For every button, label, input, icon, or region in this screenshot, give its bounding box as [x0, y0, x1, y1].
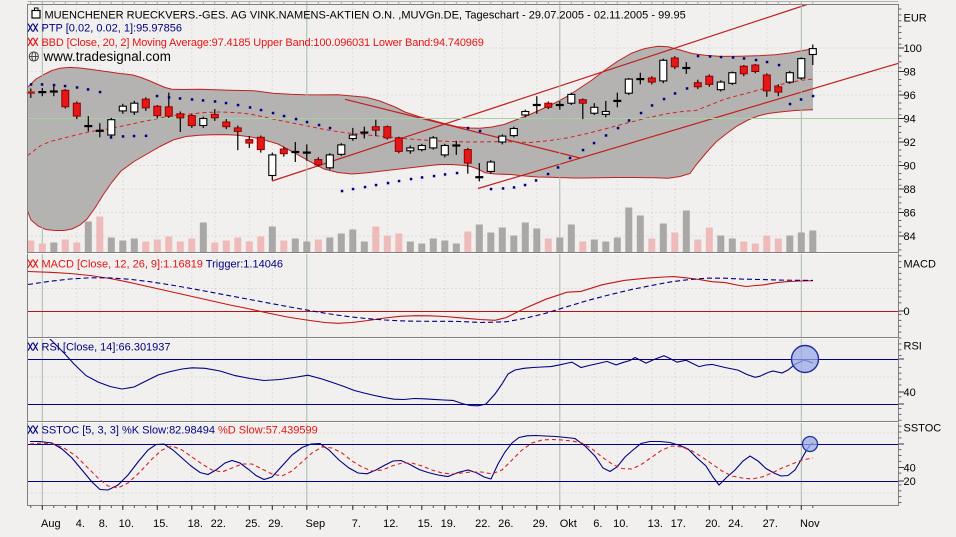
svg-text:88: 88	[904, 184, 916, 196]
svg-text:40: 40	[904, 387, 916, 399]
svg-text:20.: 20.	[705, 518, 720, 530]
svg-text:29.: 29.	[268, 518, 283, 530]
svg-text:25.: 25.	[245, 518, 260, 530]
svg-text:92: 92	[904, 137, 916, 149]
svg-text:RSI: RSI	[904, 341, 922, 353]
svg-text:SSTOC [5, 3, 3] %K Slow:82.984: SSTOC [5, 3, 3] %K Slow:82.98494 %D Slow…	[42, 425, 318, 437]
svg-text:98: 98	[904, 67, 916, 79]
svg-text:17.: 17.	[671, 518, 686, 530]
svg-text:0: 0	[904, 306, 910, 318]
svg-text:18.: 18.	[188, 518, 203, 530]
svg-text:EUR: EUR	[904, 13, 927, 25]
svg-text:40: 40	[904, 462, 916, 474]
svg-text:15.: 15.	[418, 518, 433, 530]
svg-text:27.: 27.	[763, 518, 778, 530]
svg-text:100: 100	[904, 43, 922, 55]
svg-text:MACD: MACD	[904, 259, 936, 271]
svg-text:MACD [Close, 12, 26, 9]:1.1681: MACD [Close, 12, 26, 9]:1.16819 Trigger:…	[42, 259, 284, 271]
svg-text:MUENCHENER RUECKVERS.-GES. AG: MUENCHENER RUECKVERS.-GES. AG VINK.NAMEN…	[45, 9, 686, 21]
svg-text:Aug: Aug	[41, 518, 61, 530]
svg-text:19.: 19.	[441, 518, 456, 530]
svg-text:90: 90	[904, 161, 916, 173]
svg-text:13.: 13.	[648, 518, 663, 530]
svg-text:BBD [Close, 20, 2] Moving Aver: BBD [Close, 20, 2] Moving Average:97.418…	[42, 37, 484, 49]
svg-text:96: 96	[904, 90, 916, 102]
svg-text:29.: 29.	[533, 518, 548, 530]
svg-text:Sep: Sep	[306, 518, 326, 530]
svg-text:RSI [Close, 14]:66.301937: RSI [Close, 14]:66.301937	[42, 342, 171, 354]
svg-text:6.: 6.	[593, 518, 602, 530]
svg-text:SSTOC: SSTOC	[904, 423, 942, 435]
svg-text:24.: 24.	[728, 518, 743, 530]
svg-text:10.: 10.	[119, 518, 134, 530]
svg-text:22.: 22.	[475, 518, 490, 530]
svg-text:Okt: Okt	[560, 518, 577, 530]
svg-text:84: 84	[904, 231, 916, 243]
svg-text:22.: 22.	[211, 518, 226, 530]
svg-text:7.: 7.	[352, 518, 361, 530]
svg-text:4.: 4.	[76, 518, 85, 530]
svg-text:10.: 10.	[613, 518, 628, 530]
svg-text:15.: 15.	[153, 518, 168, 530]
svg-text:www.tradesignal.com: www.tradesignal.com	[43, 49, 171, 64]
svg-text:94: 94	[904, 114, 916, 126]
svg-text:26.: 26.	[498, 518, 513, 530]
svg-text:86: 86	[904, 208, 916, 220]
svg-text:8.: 8.	[99, 518, 108, 530]
svg-text:12.: 12.	[383, 518, 398, 530]
svg-text:PTP [0.02, 0.02, 1]:95.97856: PTP [0.02, 0.02, 1]:95.97856	[42, 23, 182, 35]
svg-text:20: 20	[904, 476, 916, 488]
svg-text:Nov: Nov	[800, 518, 820, 530]
